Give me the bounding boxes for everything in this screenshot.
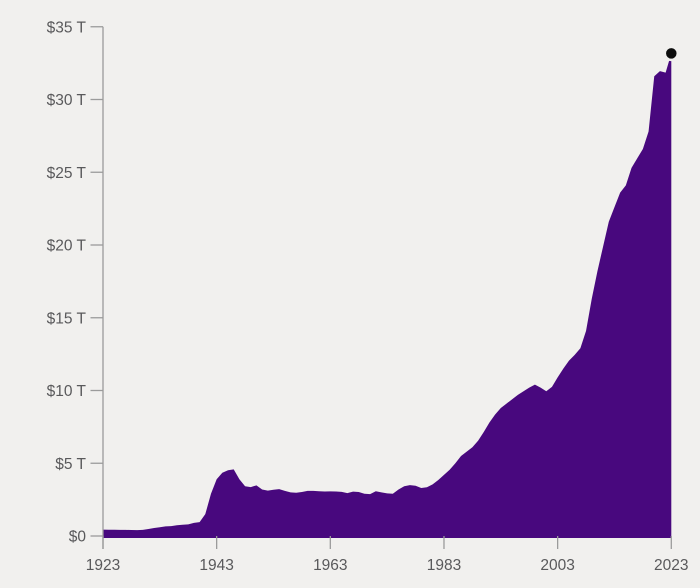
y-tick-label: $15 T	[47, 310, 87, 327]
y-tick-label: $25 T	[47, 165, 87, 182]
debt-area	[103, 53, 672, 538]
y-tick-label: $30 T	[47, 92, 87, 109]
x-tick-label: 1923	[86, 557, 120, 574]
x-tick-label: 1943	[199, 557, 233, 574]
y-tick-label: $20 T	[47, 238, 87, 255]
y-tick-label: $5 T	[55, 456, 86, 473]
y-tick-label: $10 T	[47, 383, 87, 400]
y-tick-label: $0	[69, 529, 87, 546]
endpoint-dot[interactable]	[663, 45, 680, 62]
x-tick-label: 2023	[654, 557, 688, 574]
x-tick-label: 2003	[540, 557, 574, 574]
x-tick-label: 1963	[313, 557, 347, 574]
x-tick-label: 1983	[427, 557, 461, 574]
y-tick-label: $35 T	[47, 19, 87, 36]
